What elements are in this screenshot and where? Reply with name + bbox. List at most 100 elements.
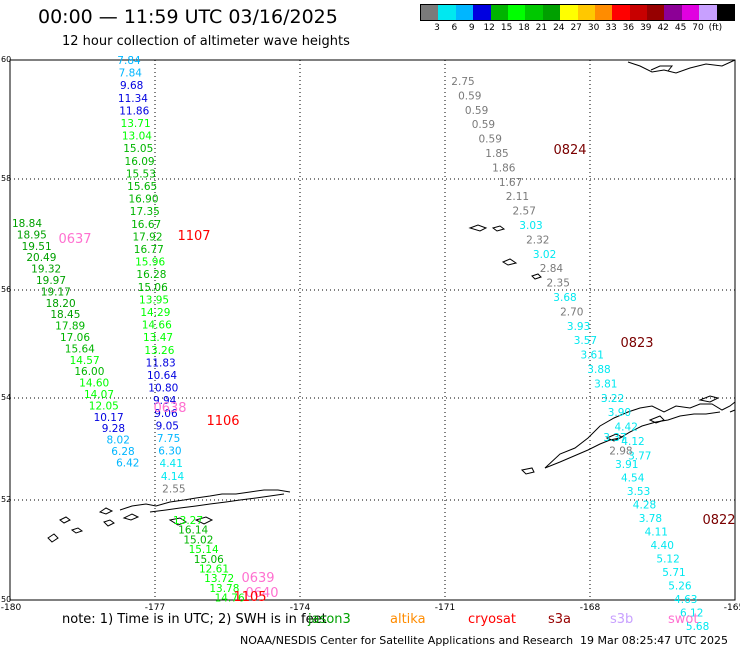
satellite-legend-item: altika bbox=[390, 612, 426, 627]
wave-height-label: 16.67 bbox=[131, 219, 161, 231]
lat-tick-label: 60 bbox=[1, 55, 11, 64]
timestamp-text: 19 Mar 08:25:47 UTC 2025 bbox=[580, 634, 728, 647]
wave-height-label: 4.54 bbox=[621, 473, 645, 485]
wave-height-label: 15.06 bbox=[138, 282, 168, 294]
lon-tick-label: -174 bbox=[290, 603, 311, 613]
wave-height-label: 14.07 bbox=[84, 389, 114, 401]
scale-swatch bbox=[438, 5, 456, 20]
wave-height-label: 19.97 bbox=[36, 275, 66, 287]
scale-swatch bbox=[421, 5, 439, 20]
scale-label: 36 bbox=[622, 23, 635, 33]
wave-height-label: 2.84 bbox=[540, 263, 564, 275]
wave-height-label: 12.05 bbox=[89, 400, 119, 412]
wave-height-label: 2.11 bbox=[506, 191, 529, 203]
wave-height-label: 13.04 bbox=[122, 131, 152, 143]
wave-height-label: 16.77 bbox=[134, 244, 164, 256]
wave-height-label: 6.30 bbox=[158, 446, 181, 458]
wave-height-label: 3.77 bbox=[628, 450, 651, 462]
wave-height-label: 13.71 bbox=[121, 118, 151, 130]
wave-height-label: 7.75 bbox=[157, 433, 180, 445]
pass-time-label: 0639 bbox=[241, 571, 274, 586]
map-frame bbox=[9, 59, 736, 601]
wave-height-label: 20.49 bbox=[26, 252, 56, 264]
wave-height-label: 13.27 bbox=[173, 515, 203, 527]
axis-labels: 60 58 56 54 52 50-180 -177 -174 -171 -168 -165 bbox=[1, 55, 740, 613]
lat-tick-label: 50 bbox=[1, 595, 11, 604]
pass-time-label: 0640 bbox=[245, 586, 278, 601]
wave-height-label: 3.91 bbox=[615, 459, 638, 471]
wave-height-label: 10.17 bbox=[94, 412, 124, 424]
scale-swatch bbox=[612, 5, 630, 20]
lon-tick-label: -165 bbox=[724, 603, 740, 613]
wave-height-label: 15.05 bbox=[123, 143, 153, 155]
scale-swatch bbox=[594, 5, 613, 20]
wave-height-label: 4.11 bbox=[645, 527, 668, 539]
wave-height-label: 3.22 bbox=[601, 393, 624, 405]
wave-height-label: 3.61 bbox=[581, 350, 604, 362]
wave-height-label: 16.28 bbox=[136, 269, 166, 281]
wave-height-label: 6.42 bbox=[116, 457, 139, 469]
wave-height-label: 13.47 bbox=[143, 332, 173, 344]
wave-height-label: 17.92 bbox=[132, 231, 162, 243]
wave-height-label: 16.09 bbox=[125, 156, 155, 168]
wave-height-label: 18.84 bbox=[12, 218, 42, 230]
wave-height-label: 3.57 bbox=[574, 335, 597, 347]
wave-height-label: 4.28 bbox=[633, 500, 656, 512]
wave-height-label: 4.42 bbox=[615, 422, 638, 434]
wave-height-label: 13.95 bbox=[139, 294, 169, 306]
wave-height-label: 6.12 bbox=[680, 608, 703, 620]
page-title: 00:00 — 11:59 UTC 03/16/2025 bbox=[38, 6, 338, 28]
wave-height-label: 18.20 bbox=[46, 298, 76, 310]
wave-height-label: 15.64 bbox=[65, 343, 95, 355]
scale-label: 9 bbox=[468, 23, 475, 33]
wave-height-label: 11.34 bbox=[118, 93, 148, 105]
lon-tick-label: -180 bbox=[1, 603, 22, 613]
scale-label: 70 bbox=[692, 23, 704, 33]
wave-height-label: 9.94 bbox=[153, 395, 177, 407]
wave-height-label: 4.63 bbox=[674, 594, 697, 606]
color-scale-legend: 3 6 9 12 15 18 21 24 27 30 33 36 39 42 45 70 (ft) bbox=[420, 4, 736, 35]
wave-height-label: 10.80 bbox=[148, 383, 178, 395]
wave-height-label: 2.57 bbox=[513, 206, 536, 218]
wave-height-label: 4.12 bbox=[621, 436, 644, 448]
scale-label: 24 bbox=[553, 23, 565, 33]
wave-height-label: 3.37 bbox=[603, 432, 626, 444]
wave-height-label: 19.32 bbox=[31, 264, 61, 276]
wave-height-label: 0.59 bbox=[472, 119, 495, 131]
wave-height-label: 0.59 bbox=[465, 105, 488, 117]
pass-time-label: 0638 bbox=[153, 401, 186, 416]
lat-tick-label: 52 bbox=[1, 495, 11, 504]
wave-height-label: 15.65 bbox=[127, 181, 157, 193]
wave-height-label: 3.03 bbox=[519, 220, 542, 232]
wave-height-label: 4.40 bbox=[651, 540, 674, 552]
satellite-legend-item: s3a bbox=[548, 612, 572, 627]
wave-height-label: 9.68 bbox=[120, 80, 143, 92]
pass-time-label: 0637 bbox=[58, 232, 91, 247]
wave-height-label: 14.60 bbox=[79, 378, 109, 390]
wave-height-label: 0.59 bbox=[458, 90, 481, 102]
pass-time-label: 0823 bbox=[620, 336, 653, 351]
scale-label: 18 bbox=[518, 23, 530, 33]
satellite-legend-item: jason3 bbox=[308, 612, 351, 627]
wave-height-label: 14.57 bbox=[70, 355, 100, 367]
wave-height-label: 15.53 bbox=[126, 168, 156, 180]
note-text: note: 1) Time is in UTC; 2) SWH is in fe… bbox=[62, 612, 327, 627]
wave-height-label: 1.85 bbox=[485, 148, 508, 160]
wave-height-label: 4.41 bbox=[160, 458, 183, 470]
pass-time-label: 1105 bbox=[233, 590, 266, 605]
wave-height-label: 19.51 bbox=[22, 241, 52, 253]
scale-label: 27 bbox=[570, 23, 582, 33]
wave-height-label: 2.55 bbox=[162, 483, 185, 495]
scale-swatch bbox=[560, 5, 578, 20]
wave-height-label: 3.81 bbox=[594, 378, 617, 390]
wave-height-label: 4.14 bbox=[161, 471, 185, 483]
wave-height-label: 18.45 bbox=[50, 309, 80, 321]
color-scale-boxes bbox=[420, 4, 736, 21]
satellite-legend-item: cryosat bbox=[468, 612, 516, 627]
wave-height-label: 2.98 bbox=[609, 446, 632, 458]
scale-swatch bbox=[542, 5, 561, 20]
lon-tick-label: -168 bbox=[580, 603, 601, 613]
scale-swatch bbox=[716, 5, 735, 20]
wave-height-label: 18.95 bbox=[17, 229, 47, 241]
